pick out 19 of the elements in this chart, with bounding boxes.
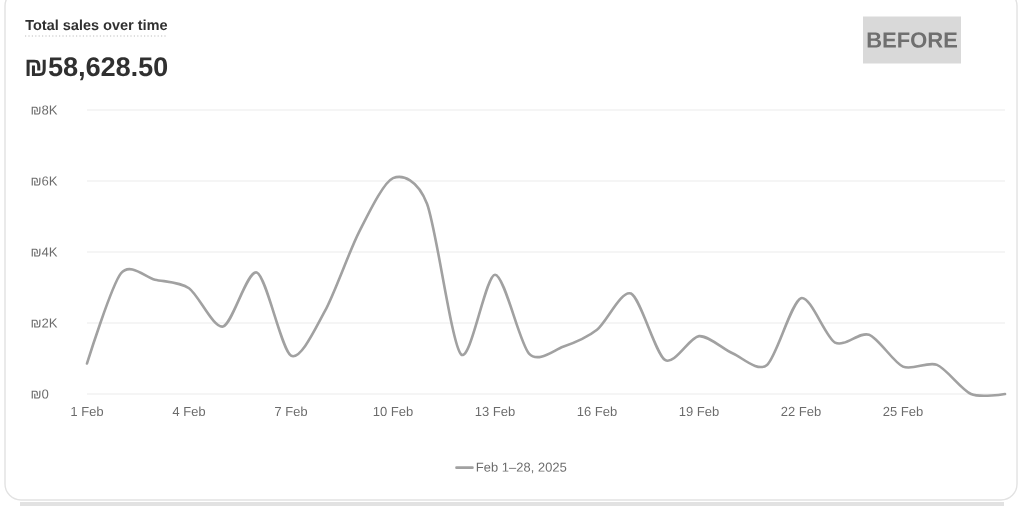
y-tick-label: ₪6K bbox=[31, 176, 58, 186]
legend-label: Feb 1–28, 2025 bbox=[476, 462, 567, 474]
x-tick-label: 19 Feb bbox=[679, 406, 719, 417]
x-tick-label: 7 Feb bbox=[275, 406, 308, 417]
y-tick-label: ₪8K bbox=[31, 105, 58, 115]
chart-title: Total sales over time bbox=[25, 19, 168, 31]
x-tick-label: 16 Feb bbox=[577, 406, 617, 417]
line-series bbox=[85, 175, 1007, 397]
x-tick-label: 22 Feb bbox=[781, 406, 821, 417]
y-tick-label: ₪4K bbox=[31, 247, 58, 257]
y-tick-label: ₪0 bbox=[31, 389, 49, 399]
x-tick-label: 1 Feb bbox=[71, 406, 104, 417]
x-tick-label: 13 Feb bbox=[475, 406, 515, 417]
y-tick-label: ₪2K bbox=[31, 318, 58, 328]
x-tick-label: 10 Feb bbox=[373, 406, 413, 417]
x-tick-label: 4 Feb bbox=[172, 406, 206, 417]
chart-subtitle: ₪58,628.50 bbox=[26, 57, 168, 81]
x-tick-label: 25 Feb bbox=[883, 406, 923, 417]
text: BEFORE bbox=[867, 32, 957, 48]
